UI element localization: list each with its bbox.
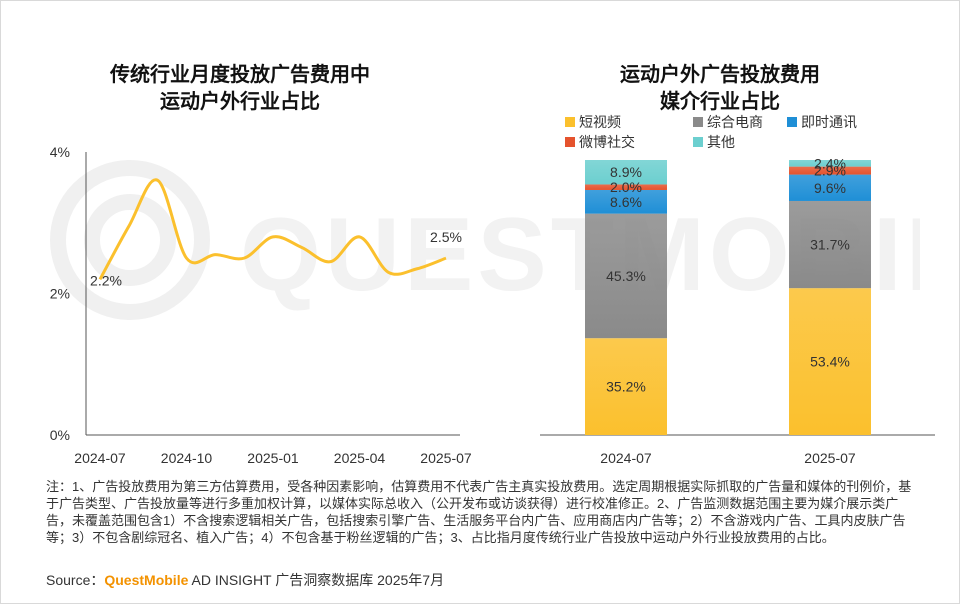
line-series: [98, 178, 447, 281]
legend-item: 短视频: [565, 112, 621, 132]
bar-segment-综合电商: [789, 200, 871, 289]
legend-item: 其他: [693, 132, 735, 152]
legend-label: 综合电商: [707, 114, 763, 130]
legend-item: 即时通讯: [787, 112, 857, 132]
bar-segment-其他: [585, 160, 667, 185]
bar-data-label: 53.4%: [810, 354, 850, 370]
x-tick-label: 2024-10: [161, 450, 213, 466]
bar-data-label: 9.6%: [814, 180, 846, 196]
legend-label: 其他: [707, 134, 735, 150]
bar-segment-微博社交: [585, 184, 667, 190]
legend-label: 即时通讯: [801, 114, 857, 130]
legend-item: 微博社交: [565, 132, 635, 152]
legend-label: 微博社交: [579, 134, 635, 150]
left-chart-title-line2: 运动户外行业占比: [160, 91, 320, 113]
legend-swatch: [693, 117, 703, 127]
legend-swatch: [565, 117, 575, 127]
legend-item: 综合电商: [693, 112, 763, 132]
bar-segment-即时通讯: [789, 174, 871, 201]
bar-data-label: 2.9%: [814, 163, 846, 179]
bar-data-label: 35.2%: [606, 379, 646, 395]
bar-segment-短视频: [789, 288, 871, 435]
legend-swatch: [693, 137, 703, 147]
footnote: 注：1、广告投放费用为第三方估算费用，受各种因素影响，估算费用不代表广告主真实投…: [46, 479, 912, 545]
left-chart-title: 传统行业月度投放广告费用中 运动户外行业占比: [80, 62, 400, 116]
left-chart-title-line1: 传统行业月度投放广告费用中: [110, 64, 370, 86]
source-prefix: Source：: [46, 572, 105, 588]
right-chart-title: 运动户外广告投放费用 媒介行业占比: [560, 62, 880, 116]
legend-swatch: [565, 137, 575, 147]
x-tick-label: 2025-04: [334, 450, 386, 466]
y-tick-label: 2%: [50, 286, 70, 302]
bar-data-label: 2.4%: [814, 155, 846, 171]
legend-label: 短视频: [579, 114, 621, 130]
bar-data-label: 8.9%: [610, 164, 642, 180]
bar-data-label: 2.0%: [610, 179, 642, 195]
bar-data-label: 45.3%: [606, 268, 646, 284]
x-tick-label: 2025-07: [804, 450, 856, 466]
data-label: 2.2%: [90, 272, 122, 288]
bar-segment-其他: [789, 160, 871, 167]
source-suffix: AD INSIGHT 广告洞察数据库 2025年7月: [188, 572, 445, 588]
bar-segment-即时通讯: [585, 189, 667, 214]
data-label: 2.5%: [430, 229, 462, 245]
source-line: Source：QuestMobile AD INSIGHT 广告洞察数据库 20…: [46, 570, 444, 590]
x-tick-label: 2025-01: [247, 450, 299, 466]
y-tick-label: 4%: [50, 144, 70, 160]
right-chart-title-line2: 媒介行业占比: [660, 91, 780, 113]
bar-segment-短视频: [585, 338, 667, 435]
bar-segment-综合电商: [585, 213, 667, 339]
right-chart-title-line1: 运动户外广告投放费用: [620, 64, 820, 86]
x-tick-label: 2024-07: [74, 450, 126, 466]
y-tick-label: 0%: [50, 427, 70, 443]
x-tick-label: 2024-07: [600, 450, 652, 466]
legend-swatch: [787, 117, 797, 127]
source-brand: QuestMobile: [104, 572, 189, 588]
bar-segment-微博社交: [789, 166, 871, 175]
x-tick-label: 2025-07: [420, 450, 472, 466]
bar-data-label: 8.6%: [610, 194, 642, 210]
bar-data-label: 31.7%: [810, 237, 850, 253]
